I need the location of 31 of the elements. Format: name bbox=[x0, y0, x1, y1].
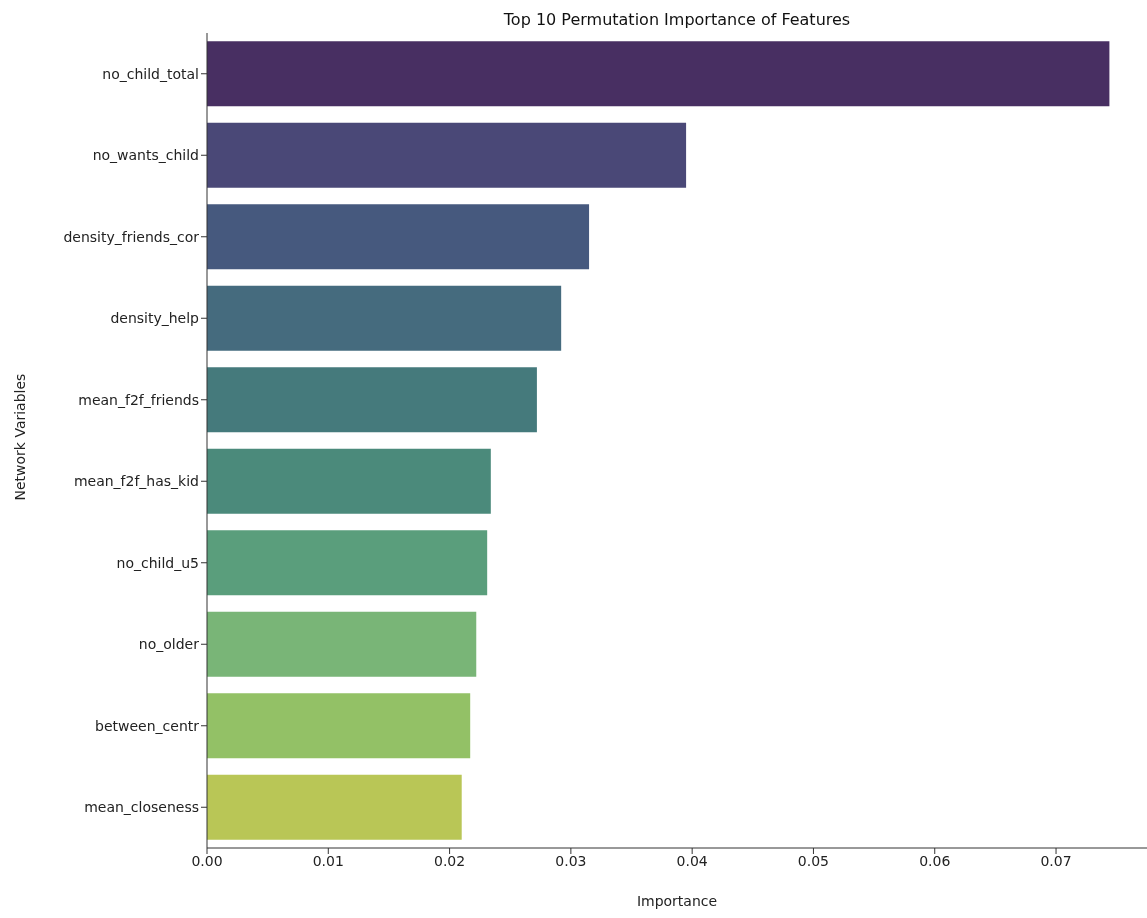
x-tick-label: 0.00 bbox=[191, 852, 223, 869]
bar bbox=[207, 530, 488, 596]
bar bbox=[207, 693, 471, 759]
y-tick-label: no_child_u5 bbox=[116, 554, 199, 571]
y-tick-label: no_wants_child bbox=[92, 147, 199, 164]
x-tick-label: 0.02 bbox=[433, 852, 466, 869]
bar bbox=[207, 204, 590, 270]
y-tick-label: no_child_total bbox=[102, 65, 199, 82]
bar bbox=[207, 448, 491, 514]
x-tick-label: 0.05 bbox=[797, 852, 830, 869]
x-tick-label: 0.06 bbox=[919, 852, 951, 869]
bar bbox=[207, 611, 477, 677]
bar bbox=[207, 122, 687, 188]
x-tick-label: 0.03 bbox=[555, 852, 587, 869]
bar bbox=[207, 285, 562, 351]
x-axis-title: Importance bbox=[636, 893, 718, 909]
x-tick-label: 0.04 bbox=[676, 852, 708, 869]
bar bbox=[207, 367, 537, 433]
y-tick-label: density_help bbox=[110, 310, 200, 327]
bar bbox=[207, 41, 1110, 107]
y-tick-label: mean_f2f_has_kid bbox=[73, 473, 199, 490]
y-tick-label: between_centr bbox=[95, 717, 200, 734]
x-tick-label: 0.01 bbox=[312, 852, 344, 869]
y-axis-title: Network Variables bbox=[11, 373, 28, 501]
bar bbox=[207, 774, 462, 840]
y-tick-label: density_friends_cor bbox=[63, 228, 200, 245]
chart-title: Top 10 Permutation Importance of Features bbox=[502, 10, 852, 29]
y-tick-label: mean_closeness bbox=[84, 799, 199, 816]
x-tick-label: 0.07 bbox=[1040, 852, 1072, 869]
y-tick-label: no_older bbox=[138, 636, 200, 653]
y-tick-label: mean_f2f_friends bbox=[78, 391, 199, 408]
